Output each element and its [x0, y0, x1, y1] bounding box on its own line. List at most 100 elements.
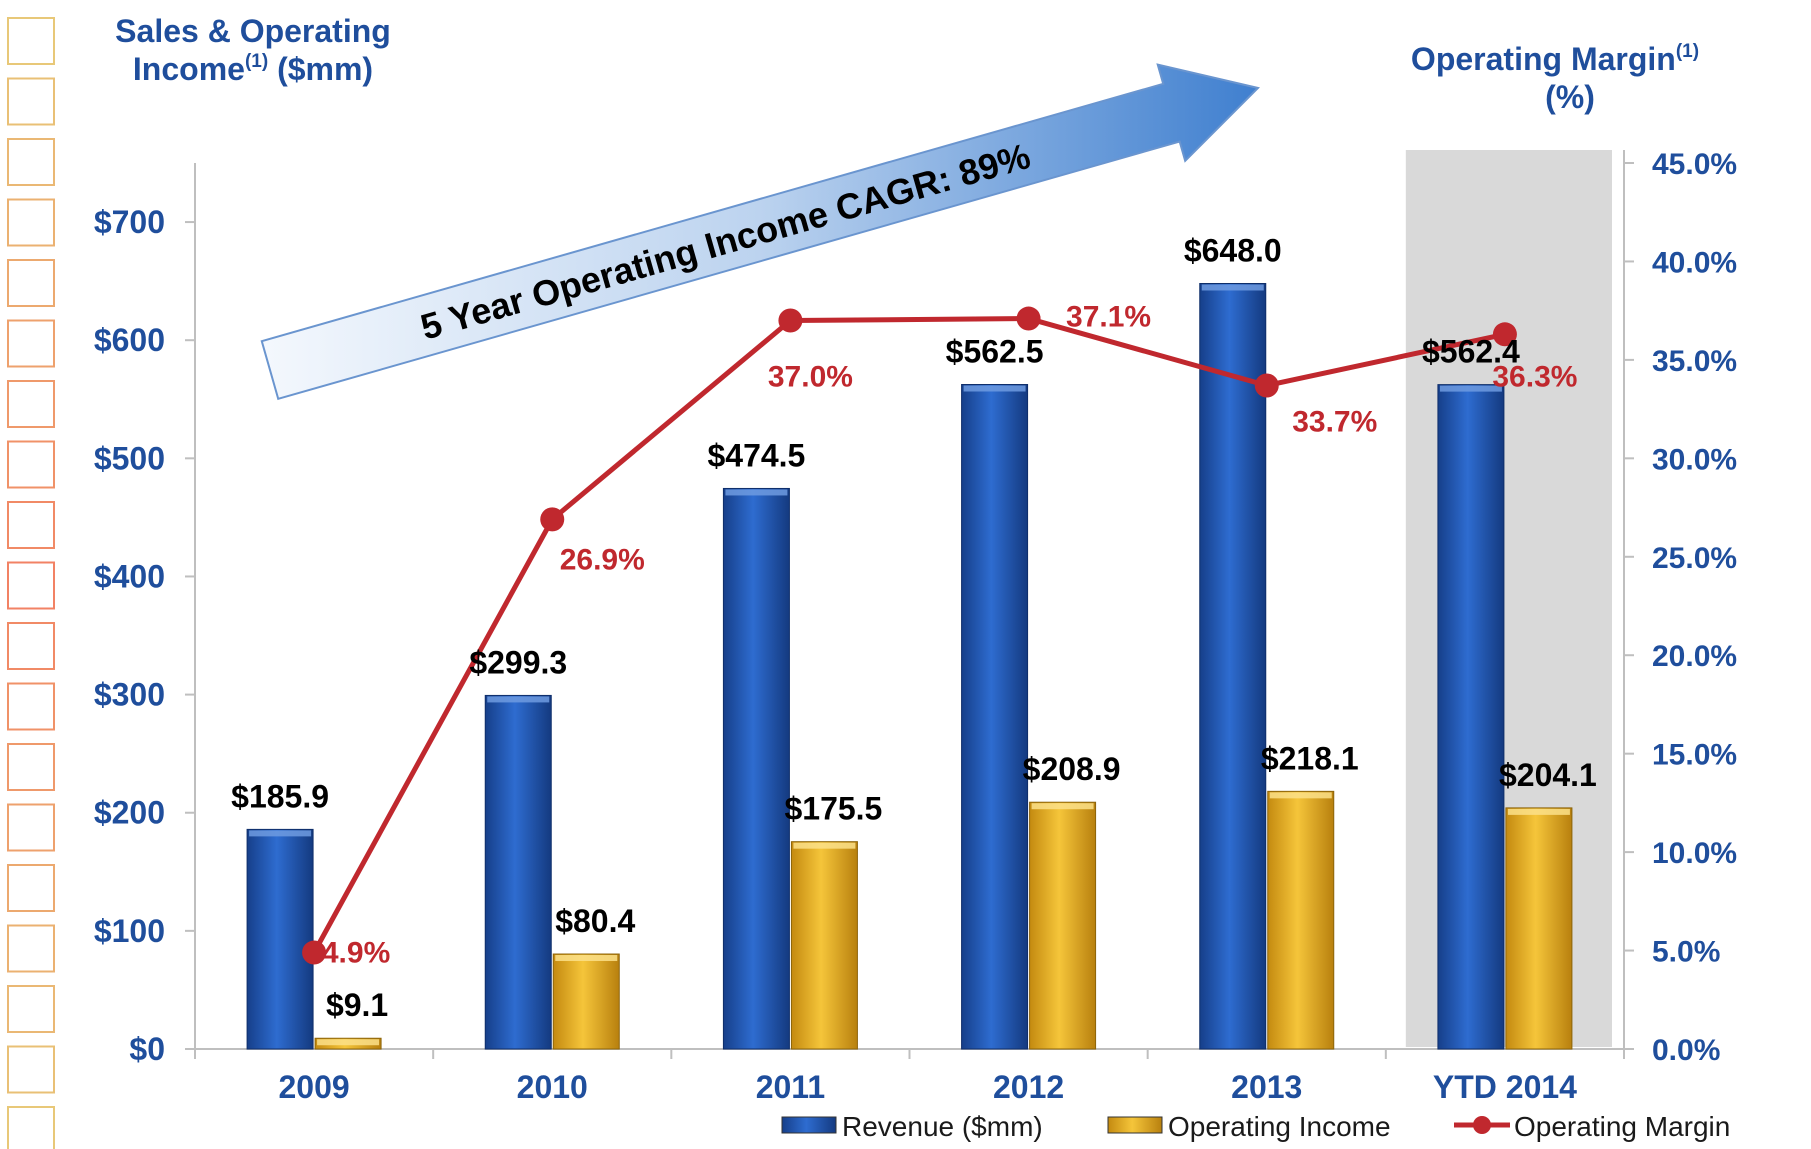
operating-margin-value-label: 37.1% — [1066, 301, 1151, 334]
right-tick-label: 30.0% — [1652, 443, 1737, 476]
right-axis-title-word: Operating Margin — [1411, 41, 1676, 77]
operating-income-value-label: $9.1 — [326, 987, 388, 1023]
operating-income-bar-top — [1507, 808, 1570, 815]
x-category-label: 2013 — [1231, 1069, 1302, 1105]
operating-margin-point — [302, 940, 327, 965]
operating-margin-value-label: 4.9% — [322, 937, 390, 970]
right-tick-label: 0.0% — [1652, 1034, 1720, 1067]
revenue-bar — [1437, 384, 1505, 1050]
left-axis-title-line2: Income(1) ($mm) — [133, 51, 373, 87]
right-axis-title-footnote: (1) — [1676, 41, 1699, 62]
operating-margin-point — [1016, 306, 1041, 331]
operating-income-bar — [1505, 807, 1573, 1050]
revenue-value-label: $562.5 — [946, 334, 1044, 370]
legend-label: Revenue ($mm) — [842, 1111, 1043, 1142]
right-tick-label: 35.0% — [1652, 345, 1737, 378]
x-category-label: 2011 — [756, 1069, 825, 1105]
revenue-bar-top — [249, 830, 312, 837]
revenue-bar — [246, 828, 314, 1050]
cagr-annotation: 5 Year Operating Income CAGR: 89% — [416, 135, 1035, 348]
operating-income-value-label: $204.1 — [1499, 757, 1597, 793]
operating-margin-value-label: 37.0% — [768, 361, 853, 394]
right-tick-label: 10.0% — [1652, 837, 1737, 870]
decorative-square — [7, 924, 55, 973]
operating-income-value-label: $80.4 — [555, 903, 635, 939]
decorative-square — [7, 259, 55, 307]
left-tick-label: $400 — [94, 558, 165, 594]
legend-swatch — [781, 1116, 837, 1134]
operating-margin-point — [1254, 373, 1279, 398]
operating-income-bar-top — [793, 842, 856, 849]
right-tick-label: 5.0% — [1652, 936, 1720, 969]
operating-income-value-label: $208.9 — [1023, 751, 1121, 787]
decorative-square — [7, 1045, 55, 1094]
operating-income-bar — [552, 953, 620, 1050]
x-axis-ticks: 2009 2010 2011 2012 2013 YTD 2014 — [194, 1049, 1625, 1105]
decorative-square — [7, 1106, 55, 1149]
left-tick-label: $200 — [94, 795, 165, 831]
operating-income-bar — [1267, 790, 1335, 1050]
decorative-square — [7, 501, 55, 549]
revenue-bar-top — [725, 489, 788, 496]
bars-group — [246, 282, 1573, 1050]
left-axis-ticks: $0 $100 $200 $300 $400 $500 $600 $700 — [94, 204, 195, 1067]
legend-swatch — [1107, 1116, 1163, 1134]
decorative-square — [7, 17, 55, 65]
left-tick-label: $0 — [129, 1031, 165, 1067]
right-tick-label: 15.0% — [1652, 739, 1737, 772]
decorative-square — [7, 198, 55, 247]
revenue-bar-top — [963, 385, 1026, 392]
right-tick-label: 25.0% — [1652, 542, 1737, 575]
operating-margin-value-label: 36.3% — [1492, 360, 1577, 393]
decorative-square — [7, 682, 55, 731]
right-tick-label: 40.0% — [1652, 246, 1737, 279]
revenue-bar-top — [1439, 385, 1502, 392]
value-labels-group: $185.9 $299.3 $474.5 $562.5 $648.0 $562.4 $9.1… — [231, 232, 1597, 1023]
x-category-label: 2009 — [278, 1069, 349, 1105]
decorative-square — [7, 864, 55, 912]
x-category-label: 2012 — [993, 1069, 1064, 1105]
operating-income-bar-top — [1031, 803, 1094, 810]
decorative-square — [7, 319, 55, 368]
revenue-bar — [961, 384, 1029, 1050]
decorative-square-strip — [7, 17, 55, 1149]
left-tick-label: $500 — [94, 440, 165, 476]
operating-margin-value-label: 26.9% — [560, 543, 645, 576]
decorative-square — [7, 77, 55, 126]
decorative-square — [7, 743, 55, 791]
operating-income-bar — [1029, 801, 1097, 1050]
revenue-value-label: $648.0 — [1184, 232, 1282, 268]
left-axis-title-word: Income — [133, 51, 245, 87]
legend: Revenue ($mm) Operating Income Operating M… — [781, 1111, 1730, 1142]
right-axis-title-line1: Operating Margin(1) — [1411, 41, 1699, 77]
operating-margin-point — [778, 308, 803, 333]
operating-margin-point — [1492, 322, 1517, 347]
left-axis-title-footnote: (1) — [245, 51, 268, 72]
decorative-square — [7, 380, 55, 428]
operating-income-bar-top — [555, 955, 618, 962]
left-tick-label: $700 — [94, 204, 165, 240]
revenue-bar — [1199, 282, 1267, 1050]
operating-margin-value-label: 33.7% — [1292, 405, 1377, 438]
revenue-value-label: $299.3 — [469, 644, 567, 680]
revenue-value-label: $562.4 — [1422, 334, 1520, 370]
operating-income-bar-top — [317, 1039, 380, 1046]
operating-margin-line-group — [302, 306, 1517, 965]
revenue-value-label: $185.9 — [231, 778, 329, 814]
right-axis-title-line2: (%) — [1545, 79, 1595, 115]
left-axis-title-unit: ($mm) — [268, 51, 373, 87]
legend-label: Operating Income — [1168, 1111, 1391, 1142]
legend-label: Operating Margin — [1514, 1111, 1730, 1142]
decorative-square — [7, 985, 55, 1033]
operating-income-bar — [790, 841, 858, 1050]
operating-income-bar-top — [1269, 792, 1332, 799]
revenue-bar-top — [1201, 284, 1264, 291]
revenue-value-label: $474.5 — [707, 437, 805, 473]
right-axis-ticks: 0.0% 5.0% 10.0% 15.0% 20.0% 25.0% 30.0% 35.0% 40… — [1624, 148, 1737, 1067]
decorative-square — [7, 440, 55, 489]
decorative-square — [7, 622, 55, 670]
decorative-square — [7, 561, 55, 610]
operating-income-value-label: $218.1 — [1261, 740, 1359, 776]
left-tick-label: $600 — [94, 322, 165, 358]
